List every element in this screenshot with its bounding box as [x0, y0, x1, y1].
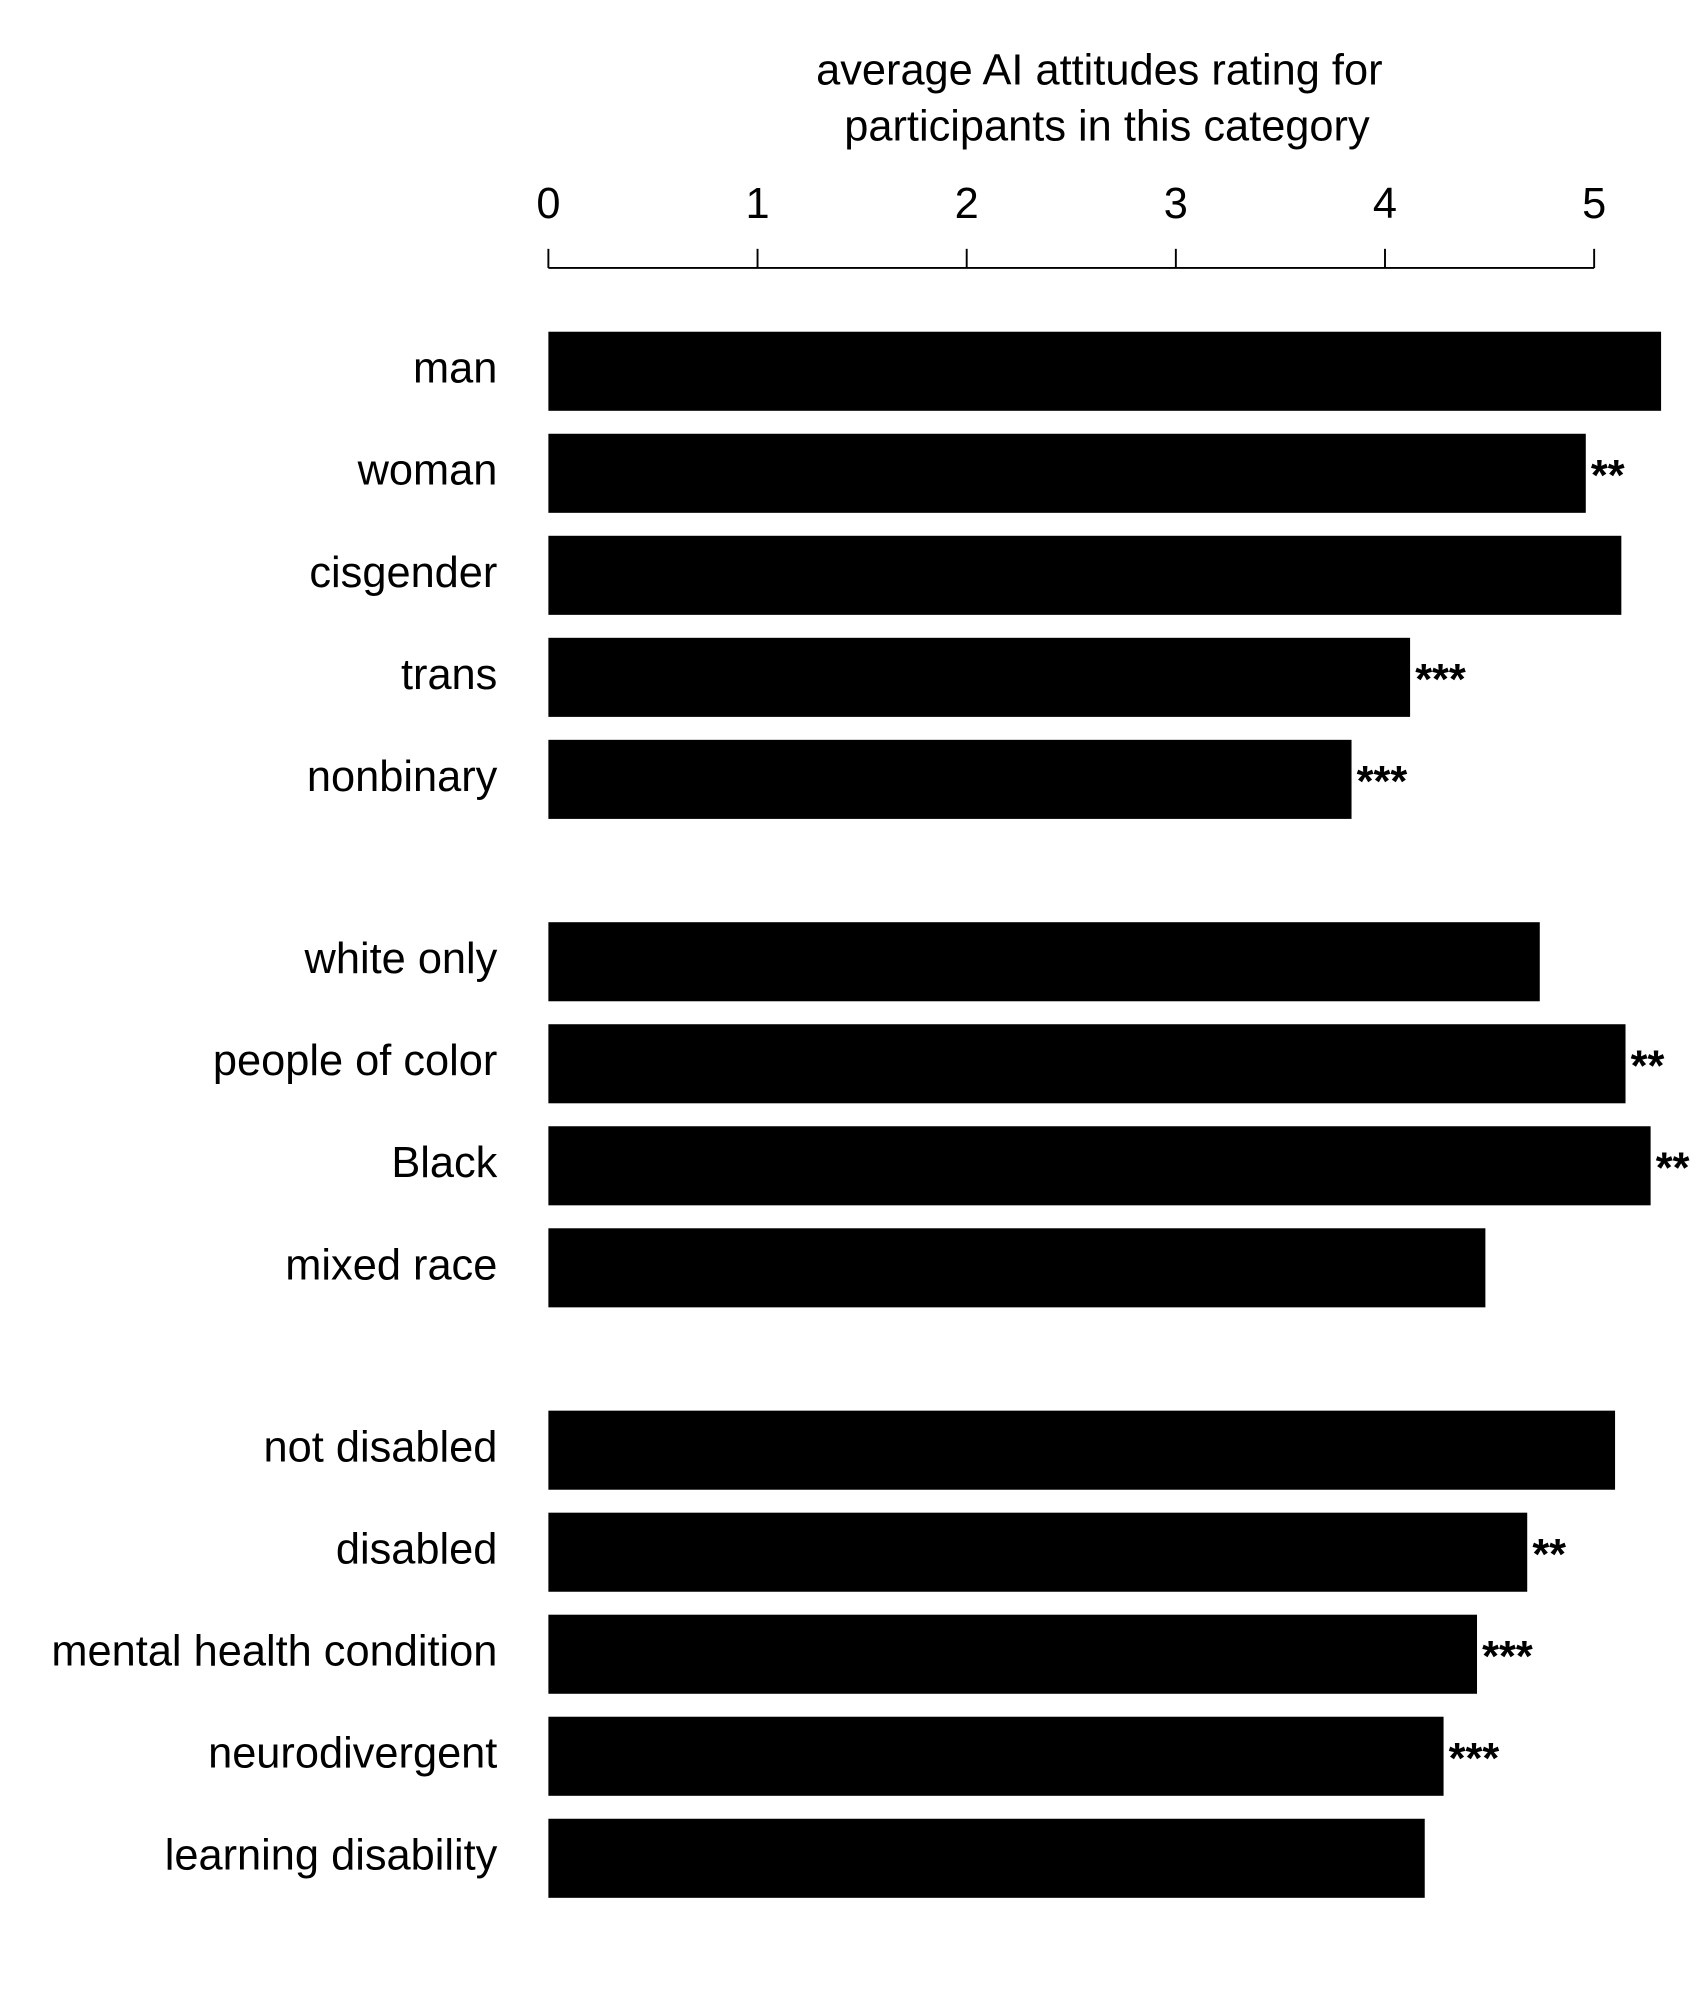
bar — [548, 1512, 1528, 1592]
y-tick-label: neurodivergent — [208, 1730, 497, 1778]
y-tick-label: woman — [357, 447, 498, 495]
bar — [548, 1614, 1478, 1694]
significance-label: *** — [1449, 1735, 1500, 1783]
bar — [548, 535, 1622, 615]
bar — [548, 1126, 1651, 1206]
y-tick-label: Black — [391, 1139, 497, 1187]
significance-label: *** — [1415, 656, 1466, 704]
y-tick-label: man — [413, 345, 497, 393]
x-tick-label: 2 — [955, 180, 979, 228]
chart-title: average AI attitudes rating for — [816, 46, 1382, 94]
bar — [548, 433, 1586, 513]
bar — [548, 922, 1540, 1002]
significance-label: ** — [1656, 1144, 1690, 1192]
y-tick-label: mental health condition — [51, 1628, 497, 1676]
bar — [548, 1716, 1444, 1796]
x-tick-label: 4 — [1373, 180, 1397, 228]
y-tick-label: people of color — [213, 1037, 497, 1085]
significance-label: ** — [1591, 452, 1625, 500]
y-tick-label: learning disability — [165, 1832, 498, 1880]
significance-label: ** — [1532, 1531, 1566, 1579]
bar — [548, 1410, 1616, 1490]
y-tick-label: not disabled — [264, 1424, 498, 1472]
significance-label: ** — [1631, 1042, 1665, 1090]
y-tick-label: trans — [401, 651, 497, 699]
y-tick-label: cisgender — [309, 549, 497, 597]
bar — [548, 1024, 1626, 1104]
bar — [548, 637, 1411, 717]
bar — [548, 1228, 1486, 1308]
y-tick-label: mixed race — [285, 1241, 497, 1289]
x-tick-label: 5 — [1582, 180, 1606, 228]
bar — [548, 739, 1352, 819]
y-tick-label: white only — [304, 935, 498, 983]
y-tick-label: nonbinary — [307, 753, 498, 801]
y-tick-label: disabled — [336, 1526, 498, 1574]
x-tick-label: 0 — [536, 180, 560, 228]
x-tick-label: 3 — [1164, 180, 1188, 228]
significance-label: *** — [1482, 1633, 1533, 1681]
x-tick-label: 1 — [745, 180, 769, 228]
bar — [548, 331, 1662, 411]
significance-label: *** — [1357, 758, 1408, 806]
chart-title: participants in this category — [844, 102, 1370, 150]
bar — [548, 1818, 1425, 1898]
